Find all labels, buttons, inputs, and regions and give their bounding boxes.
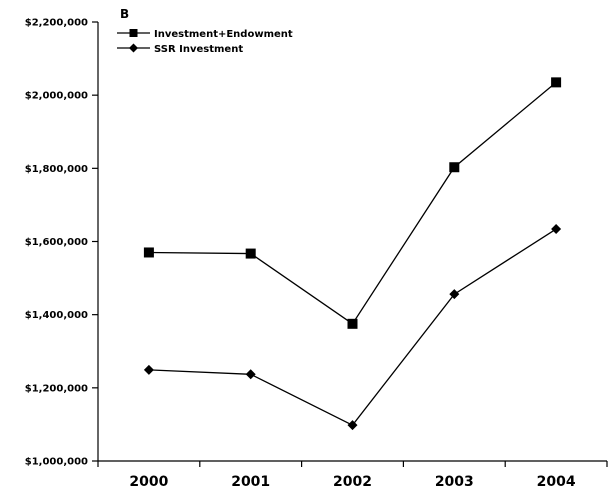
data-point-square (245, 248, 256, 259)
legend-label-investment-endowment: Investment+Endowment (154, 29, 293, 40)
y-tick-group: $1,000,000 $1,200,000 $1,400,000 $1,600,000… (25, 18, 98, 468)
data-point-diamond (551, 224, 562, 235)
x-tick-label: 2001 (231, 474, 270, 490)
legend-item-investment-endowment: Investment+Endowment (117, 29, 293, 40)
data-point-square (551, 77, 562, 88)
x-tick-label: 2000 (129, 474, 168, 490)
data-point-square (347, 318, 358, 329)
panel-label: B (120, 7, 129, 21)
y-tick-label: $1,200,000 (25, 383, 88, 394)
y-tick-label: $1,800,000 (25, 164, 88, 175)
y-tick-label: $2,200,000 (25, 18, 88, 29)
x-tick-label: 2003 (435, 474, 474, 490)
legend-diamond-marker (129, 43, 138, 53)
y-tick-label: $1,000,000 (25, 457, 88, 468)
legend-square-marker (129, 29, 138, 37)
data-point-diamond (449, 289, 460, 300)
y-tick-label: $2,000,000 (25, 91, 88, 102)
data-point-square (143, 247, 154, 258)
legend-item-ssr-investment: SSR Investment (117, 43, 243, 55)
data-point-diamond (245, 369, 256, 380)
y-tick-label: $1,600,000 (25, 237, 88, 248)
data-point-diamond (347, 420, 358, 431)
series-layer (143, 77, 562, 431)
legend: Investment+Endowment SSR Investment (117, 29, 293, 55)
x-tick-label: 2004 (537, 474, 576, 490)
y-tick-label: $1,400,000 (25, 310, 88, 321)
data-point-diamond (143, 364, 154, 375)
data-point-square (449, 162, 460, 173)
x-tick-group: 2000 2001 2002 2003 2004 (97, 461, 608, 490)
series-line-1 (148, 81, 557, 325)
x-tick-label: 2002 (333, 474, 372, 490)
legend-label-ssr-investment: SSR Investment (154, 44, 243, 55)
